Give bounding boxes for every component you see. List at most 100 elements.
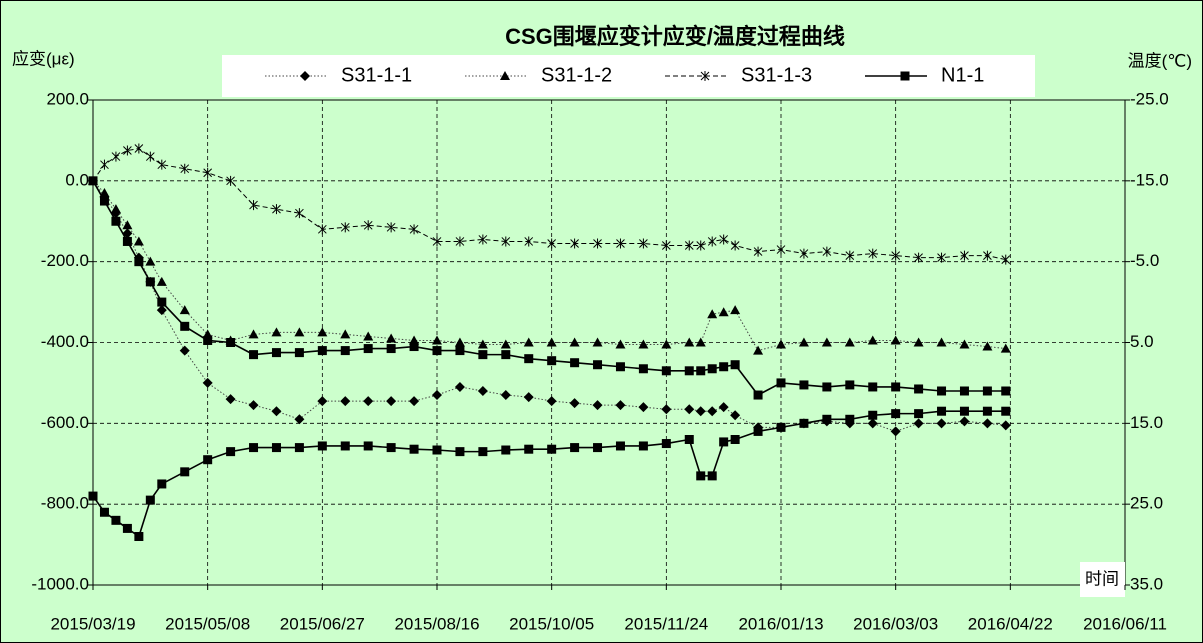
marker <box>936 337 947 347</box>
marker <box>123 145 132 156</box>
marker <box>294 414 305 425</box>
marker <box>386 344 396 354</box>
marker <box>523 337 534 347</box>
marker <box>844 337 855 347</box>
marker <box>409 444 419 454</box>
marker <box>890 335 901 345</box>
legend: S31-1-1 S31-1-2 S31-1-3 N1-1 <box>222 55 1035 97</box>
x-tick-label: 2016/04/22 <box>968 614 1053 633</box>
y2-tick-label: -25.0 <box>1130 89 1169 108</box>
y2-tick-label: 25.0 <box>1130 494 1163 513</box>
marker <box>547 444 557 454</box>
marker <box>145 277 155 287</box>
marker <box>707 364 717 374</box>
x-axis-label: 时间 <box>1085 569 1119 588</box>
marker <box>317 396 328 407</box>
marker <box>295 208 304 219</box>
marker <box>477 339 488 349</box>
marker <box>914 252 923 263</box>
marker <box>570 238 579 249</box>
series <box>88 175 1011 355</box>
marker <box>719 234 729 245</box>
marker <box>615 441 625 451</box>
marker <box>1001 406 1011 416</box>
marker <box>156 276 167 286</box>
marker <box>684 337 695 347</box>
x-label-box <box>1080 562 1125 597</box>
series <box>88 406 1011 541</box>
legend-label: N1-1 <box>941 64 984 86</box>
marker <box>913 418 924 429</box>
series-line <box>92 147 1006 261</box>
marker <box>547 356 557 366</box>
marker <box>386 443 396 453</box>
marker <box>776 339 786 349</box>
marker <box>661 366 671 376</box>
marker <box>638 441 648 451</box>
x-tick-label: 2015/03/19 <box>50 614 135 633</box>
marker <box>822 246 832 257</box>
y-tick-label: 200.0 <box>46 89 89 108</box>
marker <box>753 246 763 257</box>
marker <box>110 204 121 214</box>
marker <box>386 396 397 407</box>
marker <box>707 471 717 481</box>
marker <box>477 386 488 396</box>
marker <box>1001 386 1011 396</box>
marker <box>225 394 236 405</box>
marker <box>959 339 970 349</box>
marker <box>226 447 236 457</box>
marker <box>1000 343 1011 353</box>
x-tick-label: 2015/10/05 <box>509 614 594 633</box>
marker <box>294 327 305 337</box>
marker <box>684 435 694 444</box>
marker <box>867 418 878 429</box>
marker <box>248 400 259 411</box>
marker <box>111 216 121 226</box>
marker <box>363 396 374 407</box>
marker <box>88 491 98 501</box>
marker <box>432 346 442 356</box>
marker <box>134 257 144 267</box>
marker <box>180 467 190 477</box>
marker <box>501 350 511 360</box>
marker <box>936 418 947 429</box>
marker <box>982 406 992 416</box>
marker <box>914 409 924 419</box>
marker <box>340 441 350 451</box>
marker <box>868 382 878 392</box>
marker <box>845 414 855 424</box>
marker <box>180 321 190 331</box>
marker <box>99 187 110 197</box>
marker <box>249 443 259 453</box>
marker <box>248 329 259 339</box>
marker <box>122 236 132 246</box>
x-tick-label: 2016/01/13 <box>738 614 823 633</box>
marker <box>157 479 167 489</box>
marker <box>122 523 132 533</box>
marker <box>845 380 855 390</box>
marker <box>386 333 397 343</box>
y-tick-label: -800.0 <box>41 494 89 513</box>
legend-label: S31-1-3 <box>741 64 812 86</box>
marker <box>478 350 488 360</box>
marker <box>959 386 969 396</box>
marker <box>569 398 580 409</box>
marker <box>845 250 855 261</box>
marker <box>386 222 396 233</box>
marker <box>100 159 109 170</box>
marker <box>271 443 281 453</box>
marker <box>134 143 144 154</box>
marker <box>707 236 717 247</box>
marker <box>432 335 442 345</box>
marker <box>867 335 878 345</box>
marker <box>294 348 304 358</box>
marker <box>718 307 729 317</box>
marker <box>937 386 947 396</box>
marker <box>363 220 373 231</box>
marker <box>99 196 109 206</box>
marker <box>203 167 213 178</box>
marker <box>249 200 258 211</box>
marker <box>937 252 946 263</box>
marker <box>547 238 557 249</box>
